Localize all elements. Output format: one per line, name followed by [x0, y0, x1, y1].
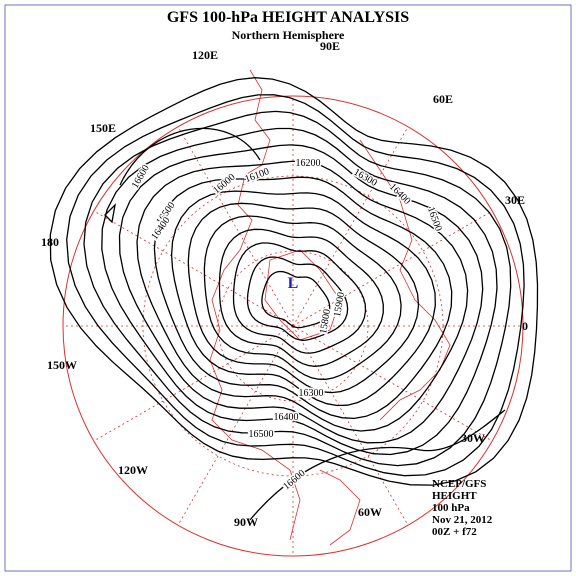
title: GFS 100-hPa HEIGHT ANALYSIS	[167, 9, 409, 26]
subtitle: Northern Hemisphere	[232, 28, 345, 42]
longitude-label: 120W	[118, 463, 148, 477]
coast	[209, 69, 301, 541]
info-line: Nov 21, 2012	[432, 514, 493, 526]
contour-label: 16300	[352, 167, 379, 189]
longitude-label: 180	[41, 235, 59, 249]
longitude-label: 150E	[90, 121, 116, 135]
meridian	[292, 126, 409, 327]
coast	[319, 469, 361, 546]
contour	[246, 256, 349, 341]
meridian	[93, 210, 294, 327]
contour-label: 16400	[274, 412, 299, 423]
contour	[83, 110, 512, 467]
info-line: 00Z + f72	[432, 526, 477, 538]
contour	[101, 127, 498, 456]
contour-label: 16100	[244, 166, 271, 185]
meridian	[93, 325, 294, 442]
contour	[136, 160, 469, 432]
info-line: HEIGHT	[432, 490, 477, 502]
info-line: 100 hPa	[432, 502, 470, 514]
longitude-label: 60E	[433, 92, 453, 106]
contours	[49, 77, 539, 521]
longitude-label: 0	[522, 319, 528, 333]
contour	[170, 190, 436, 407]
latitude-circle	[217, 250, 369, 402]
contour	[104, 203, 116, 224]
meridian	[292, 210, 493, 327]
contour	[261, 270, 331, 329]
contour-label: 16600	[130, 163, 152, 190]
meridian	[292, 325, 493, 442]
longitude-label: 30E	[505, 193, 525, 207]
contour	[232, 242, 367, 354]
contour	[66, 94, 525, 477]
latitude-circle	[142, 175, 444, 477]
longitude-label: 90E	[320, 39, 340, 53]
longitude-label: 60W	[358, 505, 382, 519]
contour	[49, 77, 539, 486]
contour-label: 16300	[299, 388, 324, 399]
longitude-label: 120E	[192, 48, 218, 62]
coastlines	[209, 69, 451, 546]
longitude-label: 150W	[47, 358, 77, 372]
coast	[264, 249, 341, 341]
contour	[118, 144, 484, 444]
contour	[187, 202, 420, 394]
meridian	[177, 126, 294, 327]
longitude-label: 90W	[234, 515, 258, 529]
contour	[203, 215, 402, 380]
contour-label: 16200	[296, 158, 321, 169]
contour-label: 15800	[318, 308, 333, 335]
contour-label: 16400	[149, 215, 172, 242]
frame	[4, 4, 572, 572]
coast	[359, 139, 451, 421]
map-boundary	[62, 95, 524, 557]
graticule	[63, 96, 523, 556]
contour-label: 16600	[281, 468, 307, 492]
contour-label: 15900	[332, 291, 347, 318]
contour-label: 16500	[249, 429, 274, 440]
contour	[153, 176, 453, 420]
contour-label: 16500	[425, 206, 444, 233]
contour	[249, 409, 506, 521]
info-line: NCEP/GFS	[432, 478, 486, 490]
meridian	[292, 325, 409, 526]
meridian	[177, 325, 294, 526]
low-marker: L	[288, 275, 299, 292]
contour	[218, 228, 384, 367]
longitude-label: 30W	[461, 431, 485, 445]
contour	[119, 127, 261, 186]
